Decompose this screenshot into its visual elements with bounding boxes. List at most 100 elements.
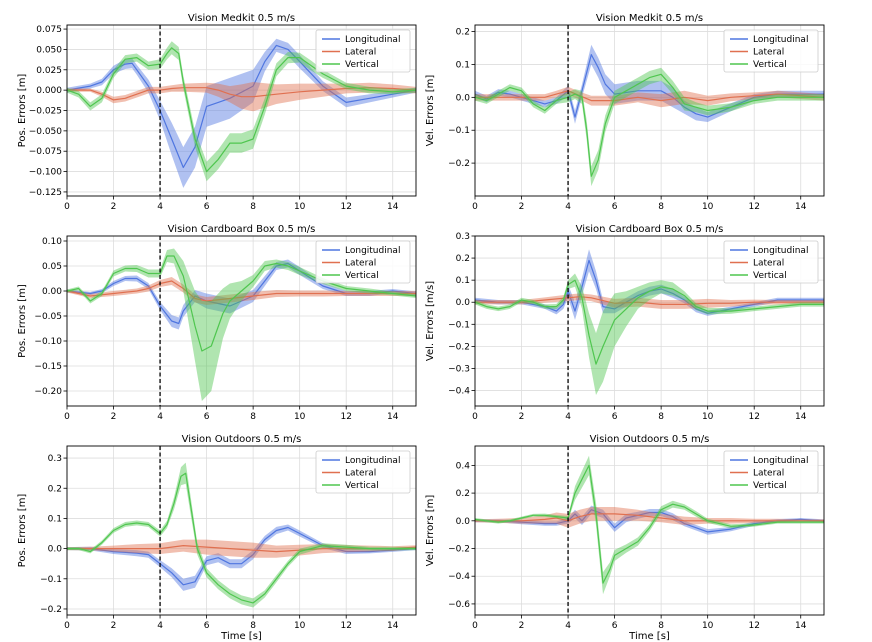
panel-vel-cardboard: 0 2 4 6 8 10 12 14 0.3 0.2 0.1 0.0 −0.1 −0.2 −0.3 −0.4 V…	[425, 224, 825, 422]
y-tick-label: −0.1	[40, 575, 62, 585]
axes-frame	[474, 235, 825, 407]
axes-frame	[474, 445, 825, 616]
x-tick-label: 2	[519, 412, 525, 422]
legend-label-longitudinal: Longitudinal	[345, 456, 400, 466]
series-band-lateral	[67, 539, 416, 558]
axes-frame	[474, 24, 825, 197]
y-tick-label: 0.4	[456, 461, 471, 471]
panel-pos-medkit: 0 2 4 6 8 10 12 14 0.075 0.050 0.025 0.000 −0.025 −0.…	[17, 13, 417, 212]
x-tick-label: 8	[658, 621, 664, 631]
x-tick-label: 4	[157, 621, 163, 631]
legend: Longitudinal Lateral Vertical	[723, 240, 819, 284]
x-tick-label: 6	[204, 412, 210, 422]
legend-box	[315, 29, 411, 73]
y-tick-label: −0.100	[29, 168, 63, 178]
legend-label-lateral: Lateral	[345, 259, 376, 269]
x-tick-label: 14	[795, 202, 807, 212]
y-tick-label: 0.050	[36, 45, 62, 55]
x-tick-label: 0	[64, 202, 70, 212]
y-tick-label: −0.1	[448, 320, 470, 330]
x-tick-label: 4	[565, 412, 571, 422]
legend: Longitudinal Lateral Vertical	[723, 450, 819, 494]
legend-box	[723, 450, 819, 494]
x-tick-label: 2	[519, 202, 525, 212]
y-tick-label: 0.3	[456, 232, 470, 242]
y-tick-label: −0.1	[448, 126, 470, 136]
plot-area	[475, 44, 824, 187]
legend-label-longitudinal: Longitudinal	[753, 456, 808, 466]
chart-title: Vision Medkit 0.5 m/s	[596, 13, 703, 24]
y-tick-label: −0.05	[34, 312, 62, 322]
series-line-lateral	[475, 296, 824, 305]
y-tick-label: 0.2	[456, 28, 470, 38]
chart-title: Vision Cardboard Box 0.5 m/s	[576, 224, 724, 235]
legend-box	[723, 240, 819, 284]
legend-box	[315, 450, 411, 494]
legend-label-vertical: Vertical	[753, 271, 787, 281]
legend-label-longitudinal: Longitudinal	[753, 246, 808, 256]
series-line-lateral	[475, 90, 824, 102]
y-tick-label: −0.2	[448, 342, 470, 352]
series-line-lateral	[67, 544, 416, 553]
x-tick-label: 0	[64, 621, 70, 631]
x-tick-label: 2	[111, 621, 117, 631]
y-tick-label: −0.4	[448, 572, 470, 582]
series-band-vertical	[475, 67, 824, 187]
legend-label-longitudinal: Longitudinal	[345, 246, 400, 256]
y-tick-label: 0.1	[48, 514, 62, 524]
x-tick-label: 12	[340, 621, 351, 631]
y-tick-label: 0.0	[456, 517, 471, 527]
series-band-vertical	[475, 273, 824, 395]
legend-label-lateral: Lateral	[345, 48, 376, 58]
y-tick-label: 0.2	[48, 484, 62, 494]
y-tick-label: −0.15	[34, 362, 62, 372]
legend: Longitudinal Lateral Vertical	[315, 450, 411, 494]
y-tick-label: −0.050	[29, 127, 63, 137]
legend-box	[315, 240, 411, 284]
plot-area	[67, 462, 416, 608]
x-tick-label: 10	[702, 621, 714, 631]
x-axis-label: Time [s]	[628, 631, 670, 642]
chart-title: Vision Outdoors 0.5 m/s	[182, 434, 302, 445]
legend: Longitudinal Lateral Vertical	[723, 29, 819, 73]
series-line-vertical	[67, 255, 416, 352]
legend-label-lateral: Lateral	[753, 469, 784, 479]
y-tick-label: 0.1	[456, 60, 470, 70]
y-tick-label: 0.0	[456, 298, 471, 308]
x-tick-label: 12	[748, 621, 759, 631]
x-tick-label: 8	[658, 412, 664, 422]
x-tick-label: 12	[748, 202, 759, 212]
series-line-longitudinal	[475, 259, 824, 314]
y-tick-label: 0.2	[456, 254, 470, 264]
series-line-longitudinal	[475, 509, 824, 533]
y-tick-label: −0.2	[40, 605, 62, 615]
series-band-vertical	[475, 455, 824, 595]
y-tick-label: 0.0	[48, 545, 63, 555]
x-tick-label: 12	[748, 412, 759, 422]
x-tick-label: 10	[702, 202, 714, 212]
y-tick-label: 0.00	[42, 287, 62, 297]
x-tick-label: 6	[204, 621, 210, 631]
y-tick-label: 0.2	[456, 489, 470, 499]
x-tick-label: 0	[472, 412, 478, 422]
y-tick-label: 0.10	[42, 237, 62, 247]
x-tick-label: 2	[519, 621, 525, 631]
x-tick-label: 14	[795, 412, 807, 422]
x-tick-label: 2	[111, 412, 117, 422]
x-tick-label: 8	[250, 412, 256, 422]
legend-label-longitudinal: Longitudinal	[753, 35, 808, 45]
x-tick-label: 6	[612, 202, 618, 212]
x-tick-label: 12	[340, 202, 351, 212]
x-tick-label: 12	[340, 412, 351, 422]
series-line-lateral	[67, 280, 416, 302]
legend-label-vertical: Vertical	[753, 481, 787, 491]
series-line-vertical	[67, 472, 416, 604]
legend-label-lateral: Lateral	[345, 469, 376, 479]
x-tick-label: 14	[387, 202, 399, 212]
legend-label-vertical: Vertical	[345, 60, 379, 70]
series-band-longitudinal	[67, 259, 416, 330]
panel-pos-cardboard: 0 2 4 6 8 10 12 14 0.10 0.05 0.00 −0.05 −0.10 −0.15 −0…	[17, 224, 417, 422]
y-tick-label: −0.2	[448, 159, 470, 169]
chart-title: Vision Outdoors 0.5 m/s	[590, 434, 710, 445]
